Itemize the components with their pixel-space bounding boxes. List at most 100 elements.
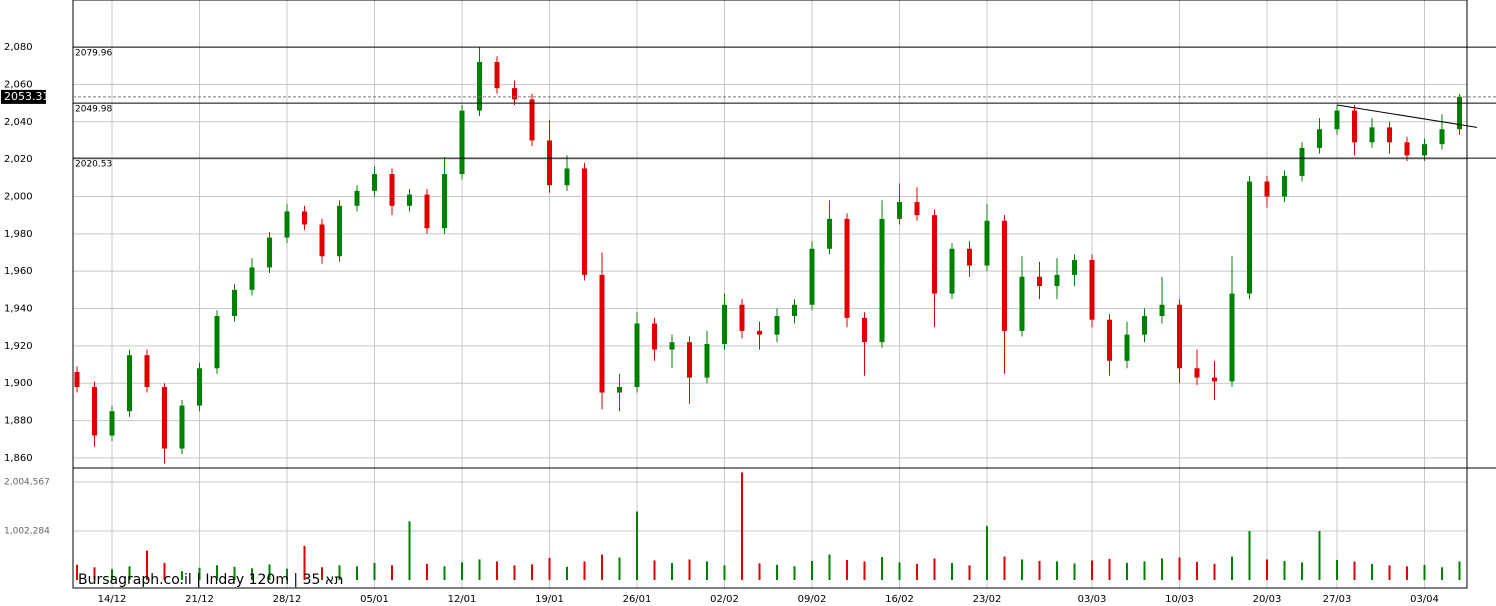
volume-bar [1038, 560, 1041, 580]
volume-bar [1003, 556, 1006, 580]
volume-bar [1091, 560, 1093, 580]
volume-bar [1371, 563, 1373, 580]
y-tick-label: 2,040 [4, 117, 33, 128]
volume-bar [128, 566, 131, 580]
volume-bar [93, 567, 96, 580]
volume-bar [688, 559, 691, 580]
volume-bar [1406, 566, 1408, 580]
volume-bar [356, 566, 358, 580]
candle-body [809, 248, 815, 305]
volume-bar [898, 562, 901, 580]
volume-bar [1336, 559, 1338, 580]
candle-body [1352, 110, 1357, 143]
volume-bar [1073, 563, 1076, 580]
volume-bar [233, 566, 236, 580]
volume-bar [163, 562, 166, 580]
volume-bar [1213, 563, 1216, 580]
candle-body [494, 62, 500, 89]
y-tick-label: 1,900 [4, 378, 33, 389]
volume-bar [1318, 531, 1321, 580]
y-tick-label: 1,002,284 [4, 526, 50, 536]
level-label: 2020.53 [75, 160, 112, 170]
volume-bar [828, 554, 831, 580]
candle-body [1054, 274, 1060, 287]
candle-body [1264, 181, 1270, 197]
volume-bar [426, 563, 428, 580]
candle-body [512, 88, 517, 100]
volume-bar [443, 566, 446, 580]
candle-body [144, 355, 150, 387]
volume-bar [391, 565, 393, 580]
volume-bar [653, 560, 656, 580]
volume-bar [1056, 561, 1058, 580]
volume-bar [548, 557, 551, 580]
x-tick-label: 21/12 [185, 594, 214, 605]
candle-body [1439, 129, 1445, 145]
volume-bar [461, 562, 463, 580]
candle-body [1387, 127, 1392, 143]
volume-bar [916, 563, 918, 580]
candle-body [372, 174, 377, 191]
volume-bar [513, 565, 516, 580]
volume-bar [1126, 562, 1128, 580]
candle-body [74, 372, 80, 387]
volume-bar [76, 564, 78, 580]
volume-bar [1266, 559, 1268, 580]
y-tick-label: 2,000 [4, 191, 33, 202]
candle-body [424, 194, 430, 229]
last-price-box [1, 89, 46, 104]
candle-body [389, 174, 395, 206]
candle-body [214, 315, 220, 369]
candle-body [477, 62, 482, 111]
candle-body [1282, 175, 1287, 197]
volume-bar [1196, 561, 1198, 580]
candle-body [197, 368, 202, 406]
volume-bar [811, 560, 813, 580]
volume-bar [1388, 565, 1391, 580]
volume-bar [933, 558, 936, 580]
candle-body [1002, 220, 1007, 331]
candle-body [442, 174, 447, 229]
candle-body [792, 304, 797, 316]
volume-bar [1161, 558, 1163, 580]
candle-body [459, 110, 465, 175]
candle-body [844, 218, 850, 318]
x-tick-label: 02/02 [710, 594, 739, 605]
candle-body [582, 168, 587, 275]
candle-body [337, 205, 342, 257]
x-tick-label: 05/01 [360, 594, 389, 605]
candle-body [547, 140, 552, 186]
volume-bar [1143, 561, 1146, 580]
volume-bar [1301, 562, 1303, 580]
candle-body [1457, 96, 1462, 130]
trend-line [1336, 104, 1478, 128]
candle-body [127, 355, 132, 412]
x-tick-label: 16/02 [885, 594, 914, 605]
candle-body [617, 386, 622, 393]
volume-bar [268, 564, 271, 580]
level-label: 2079.96 [75, 49, 112, 59]
y-tick-label: 1,940 [4, 304, 33, 315]
candle-body [879, 218, 885, 343]
volume-bar [881, 557, 883, 580]
volume-bar [863, 561, 866, 580]
volume-bar [566, 566, 568, 580]
candle-body [109, 411, 115, 436]
volume-bar [181, 571, 183, 580]
volume-bar [373, 562, 376, 580]
candle-body [634, 323, 640, 387]
last-price-label: 2053.31 [4, 90, 50, 103]
marks [74, 47, 1462, 580]
x-tick-label: 10/03 [1165, 594, 1194, 605]
volume-bar [793, 566, 796, 580]
candle-body [932, 215, 937, 294]
volume-bar [531, 564, 533, 580]
candle-body [1247, 181, 1252, 294]
x-tick-label: 23/02 [973, 594, 1002, 605]
volume-bar [198, 567, 201, 580]
x-tick-label: 14/12 [98, 594, 127, 605]
volume-bar [303, 545, 306, 580]
volume-bar [671, 562, 673, 580]
volume-bar [1178, 557, 1181, 580]
volume-bar [846, 559, 848, 580]
